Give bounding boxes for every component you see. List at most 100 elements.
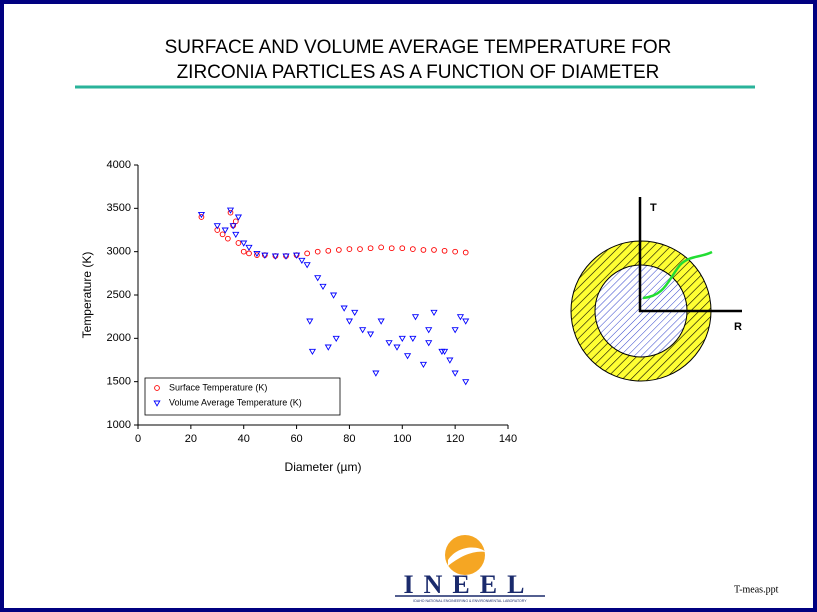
point: [440, 348, 449, 356]
r-label: R: [734, 321, 742, 333]
legend-marker: [153, 400, 161, 407]
temperature-curve: [642, 250, 713, 300]
point: [345, 318, 354, 325]
point: [298, 257, 306, 265]
point: [232, 231, 240, 239]
point: [351, 309, 359, 317]
point: [329, 292, 338, 299]
point: [420, 247, 427, 253]
point: [319, 283, 327, 291]
point: [359, 327, 367, 334]
point: [357, 246, 363, 252]
point: [425, 340, 433, 347]
y-tick-label: 3000: [107, 246, 131, 258]
y-tick-label: 2000: [107, 332, 131, 344]
point: [225, 235, 231, 242]
point: [221, 227, 229, 234]
point: [314, 275, 322, 282]
point: [377, 318, 385, 325]
point: [324, 344, 332, 351]
point: [430, 309, 438, 317]
point: [246, 250, 252, 257]
slide-title: ZIRCONIA PARTICLES AS A FUNCTION OF DIAM…: [177, 62, 660, 83]
x-tick-label: 0: [135, 433, 141, 445]
legend-label: Surface Temperature (K): [169, 382, 267, 392]
x-tick-label: 20: [185, 433, 197, 445]
point: [304, 250, 310, 257]
file-name: T-meas.ppt: [734, 584, 779, 595]
point: [240, 240, 248, 247]
point: [388, 245, 395, 252]
point: [462, 249, 469, 256]
point: [253, 250, 261, 258]
point: [340, 305, 348, 312]
x-tick-label: 40: [238, 433, 250, 445]
point: [431, 247, 437, 253]
x-tick-label: 100: [393, 433, 411, 445]
point: [462, 379, 470, 386]
point: [346, 246, 353, 252]
point: [411, 314, 420, 321]
logo: INEEL IDAHO NATIONAL ENGINEERING & ENVIR…: [395, 535, 545, 603]
point: [462, 318, 470, 325]
point: [451, 370, 459, 377]
point: [425, 327, 433, 334]
legend-box: [144, 377, 341, 416]
point: [232, 218, 239, 225]
point: [451, 327, 459, 334]
point: [303, 262, 311, 269]
point: [213, 223, 221, 230]
y-tick-label: 4000: [107, 159, 131, 171]
point: [226, 207, 235, 214]
point: [261, 252, 269, 259]
point: [403, 353, 412, 360]
legend-label: Volume Average Temperature (K): [169, 397, 302, 407]
point: [452, 248, 458, 255]
point: [234, 214, 243, 221]
point: [366, 331, 375, 338]
point: [308, 348, 317, 356]
point: [367, 245, 374, 252]
point: [399, 245, 406, 252]
point: [410, 246, 416, 252]
t-label: T: [650, 202, 657, 214]
point: [227, 209, 234, 216]
logo-subtitle: IDAHO NATIONAL ENGINEERING & ENVIRONMENT…: [413, 599, 527, 603]
y-axis-label: Temperature (K): [80, 252, 94, 339]
x-tick-label: 60: [290, 433, 302, 445]
legend-marker: [154, 385, 160, 391]
point: [385, 340, 393, 347]
point: [419, 361, 428, 369]
point: [332, 335, 340, 343]
point: [372, 370, 380, 377]
x-tick-label: 120: [446, 433, 464, 445]
point: [306, 318, 314, 325]
point: [240, 248, 247, 255]
point: [235, 240, 242, 246]
point: [378, 244, 384, 251]
logo-text: INEEL: [404, 570, 535, 599]
point: [325, 247, 332, 254]
point: [314, 248, 321, 255]
point: [271, 253, 280, 260]
y-tick-label: 2500: [107, 289, 131, 301]
x-tick-label: 80: [343, 433, 355, 445]
point: [409, 335, 417, 343]
y-tick-label: 1500: [107, 376, 131, 388]
y-tick-label: 3500: [107, 202, 131, 214]
point: [229, 223, 237, 230]
logo-swoosh: [448, 547, 486, 566]
point: [282, 253, 290, 260]
point: [446, 357, 454, 364]
point: [456, 314, 465, 321]
point: [219, 231, 226, 238]
chart: 1000 1500 2000 2500 3000 3500 4000 0 20 40 60 80 100…: [80, 159, 517, 474]
y-tick-label: 1000: [107, 419, 131, 431]
point: [198, 214, 205, 220]
x-axis-label: Diameter (µm): [285, 460, 362, 474]
slide-title: SURFACE AND VOLUME AVERAGE TEMPERATURE F…: [165, 37, 672, 58]
particle-diagram: T R: [570, 197, 742, 382]
point: [398, 335, 406, 343]
